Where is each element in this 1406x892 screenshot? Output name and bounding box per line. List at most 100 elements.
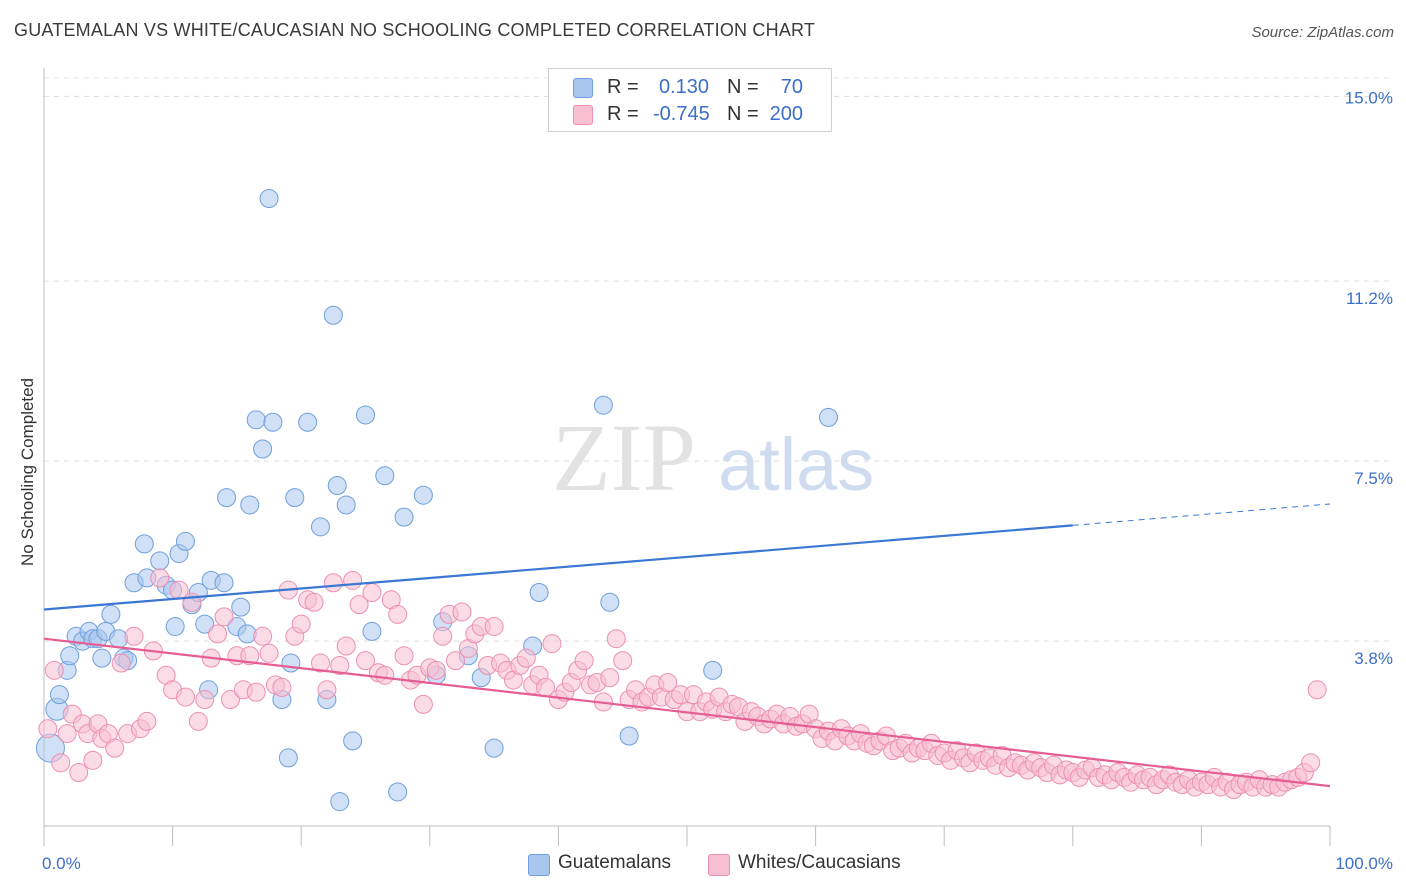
white-caucasian-point: [137, 711, 157, 731]
guatemalan-point: [263, 412, 283, 432]
white-caucasian-point: [658, 672, 678, 692]
bottom-legend-label: Guatemalans: [558, 852, 672, 873]
guatemalan-point: [413, 485, 433, 505]
source-credit: Source: ZipAtlas.com: [1251, 24, 1394, 41]
white-caucasian-point: [323, 573, 343, 593]
guatemalan-point: [336, 495, 356, 515]
white-caucasian-point: [105, 738, 125, 758]
guatemalan-point: [253, 439, 273, 459]
guatemalan-point: [330, 792, 350, 812]
guatemalan-point: [310, 517, 330, 537]
legend-n-label: N =: [727, 76, 759, 98]
x-tick-label-min: 0.0%: [42, 854, 81, 873]
guatemalan-point: [214, 573, 234, 593]
white-caucasian-point: [356, 651, 375, 671]
guatemalan-point: [195, 614, 215, 634]
white-caucasian-point: [150, 568, 170, 588]
guatemalan-trend-extension: [1072, 503, 1331, 526]
guatemalan-point: [818, 407, 838, 427]
legend-n-value: 70: [780, 76, 803, 98]
white-caucasian-point: [195, 690, 215, 710]
guatemalan-point: [394, 507, 414, 527]
y-axis-label: No Schooling Completed: [18, 377, 37, 566]
white-caucasian-point: [349, 595, 369, 615]
y-tick-label: 3.8%: [1354, 649, 1393, 668]
white-caucasian-point: [272, 677, 292, 697]
white-caucasian-point: [1301, 753, 1321, 773]
guatemalan-point: [281, 653, 301, 673]
guatemalan-point: [165, 617, 185, 637]
watermark-zip: ZIP: [552, 404, 696, 511]
white-caucasian-point: [426, 660, 446, 680]
legend-swatch-whites: [573, 105, 593, 125]
white-caucasian-point: [240, 646, 260, 666]
white-caucasian-point: [57, 724, 77, 744]
white-caucasian-point: [38, 719, 58, 739]
legend-row-guatemalans: R = 0.130 N = 70: [549, 74, 831, 100]
bottom-legend-swatch: [708, 854, 730, 876]
guatemalan-point: [60, 646, 80, 666]
guatemalan-point: [49, 685, 69, 705]
white-caucasian-trend-line: [43, 637, 1331, 788]
white-caucasian-point: [516, 648, 536, 668]
white-caucasian-point: [336, 636, 356, 656]
guatemalan-point: [285, 488, 305, 508]
bottom-legend-swatch: [528, 854, 550, 876]
white-caucasian-point: [613, 651, 633, 671]
grid-lines: [44, 77, 1390, 642]
white-caucasian-point: [253, 626, 273, 646]
guatemalan-point: [278, 748, 298, 768]
white-caucasian-point: [111, 653, 131, 673]
x-tick-labels: 0.0% 100.0%: [42, 854, 1393, 873]
guatemalan-point: [619, 726, 639, 746]
white-caucasian-point: [343, 570, 363, 590]
y-tick-label: 7.5%: [1354, 469, 1393, 488]
legend-n-value: 200: [769, 103, 803, 125]
guatemalan-point: [593, 395, 613, 415]
guatemalan-point: [600, 592, 620, 612]
white-caucasian-point: [600, 668, 620, 688]
white-caucasian-point: [574, 651, 594, 671]
white-caucasian-point: [51, 753, 71, 773]
white-caucasian-point: [484, 617, 504, 637]
guatemalan-point: [240, 495, 260, 515]
guatemalan-point: [246, 410, 266, 430]
guatemalan-point: [323, 305, 343, 325]
white-caucasian-point: [446, 651, 466, 671]
y-tick-label: 11.2%: [1346, 289, 1393, 308]
white-caucasian-point: [44, 660, 64, 680]
white-caucasian-point: [413, 694, 433, 714]
white-caucasian-point: [214, 607, 234, 627]
guatemalan-point: [92, 648, 112, 668]
y-tick-labels: 3.8% 7.5% 11.2% 15.0%: [1345, 88, 1393, 668]
guatemalan-point: [217, 488, 237, 508]
guatemalan-point: [375, 466, 395, 486]
guatemalan-point: [298, 412, 318, 432]
watermark-atlas: atlas: [718, 423, 874, 506]
white-caucasian-point: [304, 592, 324, 612]
guatemalan-point: [388, 782, 408, 802]
watermark: ZIP atlas: [552, 404, 874, 511]
legend-row-whites: R = -0.745 N = 200: [549, 101, 831, 127]
chart-title: GUATEMALAN VS WHITE/CAUCASIAN NO SCHOOLI…: [14, 20, 816, 40]
axes: [43, 68, 1331, 846]
legend-n-label: N =: [727, 103, 759, 125]
legend-r-label: R =: [607, 76, 639, 98]
legend-swatch-guatemalans: [573, 78, 593, 98]
white-caucasian-point: [208, 624, 228, 644]
guatemalan-point: [134, 534, 154, 554]
guatemalan-point: [362, 621, 382, 641]
white-caucasian-point: [542, 634, 562, 654]
white-caucasian-point: [433, 626, 453, 646]
legend-r-label: R =: [607, 103, 639, 125]
white-caucasian-point: [188, 711, 208, 731]
white-caucasian-point: [330, 655, 350, 675]
white-caucasian-point: [394, 646, 414, 666]
white-caucasian-point: [388, 604, 408, 624]
white-caucasian-point: [291, 614, 311, 634]
legend-r-value: 0.130: [658, 76, 709, 98]
guatemalan-point: [343, 731, 363, 751]
guatemalan-point: [175, 531, 195, 551]
white-caucasian-point: [375, 665, 395, 685]
